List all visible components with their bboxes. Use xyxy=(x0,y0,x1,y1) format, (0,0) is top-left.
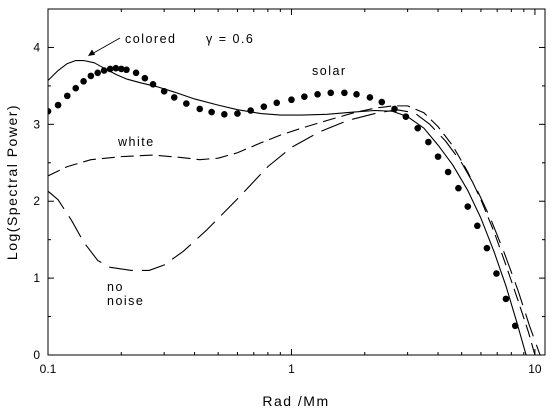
series-solar-point xyxy=(444,168,452,176)
annotation-solar: solar xyxy=(312,64,347,78)
x-tick-label: 10 xyxy=(528,362,542,376)
series-solar-point xyxy=(301,93,308,100)
annotation-colored: colored xyxy=(125,32,177,46)
y-tick-label: 4 xyxy=(33,40,40,54)
series-solar-point xyxy=(123,66,130,74)
series-solar-point xyxy=(94,69,101,77)
series-solar-point xyxy=(273,99,281,107)
series-solar-point xyxy=(170,94,178,101)
annotation-white: white xyxy=(117,135,155,149)
y-axis-title: Log(Spectral Power) xyxy=(4,104,20,260)
series-solar-point xyxy=(54,101,62,109)
series-solar-point xyxy=(425,138,432,146)
annotation-arrow-line xyxy=(89,37,121,56)
series-solar-point xyxy=(87,72,95,80)
series-solar-point xyxy=(48,107,52,115)
series-solar-point xyxy=(414,124,422,132)
series-solar-point xyxy=(483,244,491,252)
series-solar-point xyxy=(314,91,321,98)
series-solar-point xyxy=(464,203,472,210)
series-solar-point xyxy=(141,74,149,82)
series-white-line xyxy=(48,105,536,355)
x-tick-label: 0.1 xyxy=(40,362,57,376)
series-solar-point xyxy=(72,84,80,92)
series-solar-point xyxy=(234,110,241,117)
y-tick-label: 1 xyxy=(33,271,40,285)
x-tick-label: 1 xyxy=(288,362,295,376)
series-solar-point xyxy=(502,295,510,303)
series-solar-point xyxy=(208,108,215,116)
series-solar-point xyxy=(353,91,360,98)
series-solar-point xyxy=(493,270,500,277)
x-axis-title: Rad /Mm xyxy=(262,393,329,409)
series-solar-point xyxy=(341,89,348,97)
y-tick-label: 0 xyxy=(33,348,40,362)
annotation-arrow-head xyxy=(88,49,96,56)
series-solar-point xyxy=(474,222,481,230)
series-solar-point xyxy=(112,64,120,72)
series-solar-point xyxy=(80,77,87,85)
series-solar-point xyxy=(434,153,442,160)
series-solar-point xyxy=(183,100,190,107)
series-solar-point xyxy=(366,94,374,101)
annotation-noise: noise xyxy=(107,294,144,308)
series-solar-point xyxy=(455,184,462,192)
series-solar-point xyxy=(132,69,140,77)
series-colored-0-6-line xyxy=(48,59,527,355)
series-solar-point xyxy=(196,105,204,113)
series-solar-point xyxy=(327,89,335,97)
series-solar-point xyxy=(117,65,125,73)
y-tick-label: 2 xyxy=(33,194,40,208)
plot-frame xyxy=(47,8,546,356)
annotation-no: no xyxy=(107,280,124,294)
y-tick-label: 3 xyxy=(33,117,40,131)
series-solar-point xyxy=(378,98,386,106)
series-solar-point xyxy=(221,111,228,118)
series-solar-point xyxy=(63,92,71,100)
series-no-noise-line xyxy=(48,109,541,355)
annotation-gamma: γ = 0.6 xyxy=(206,32,254,46)
series-solar-point xyxy=(288,96,295,104)
series-solar-point xyxy=(260,103,268,110)
